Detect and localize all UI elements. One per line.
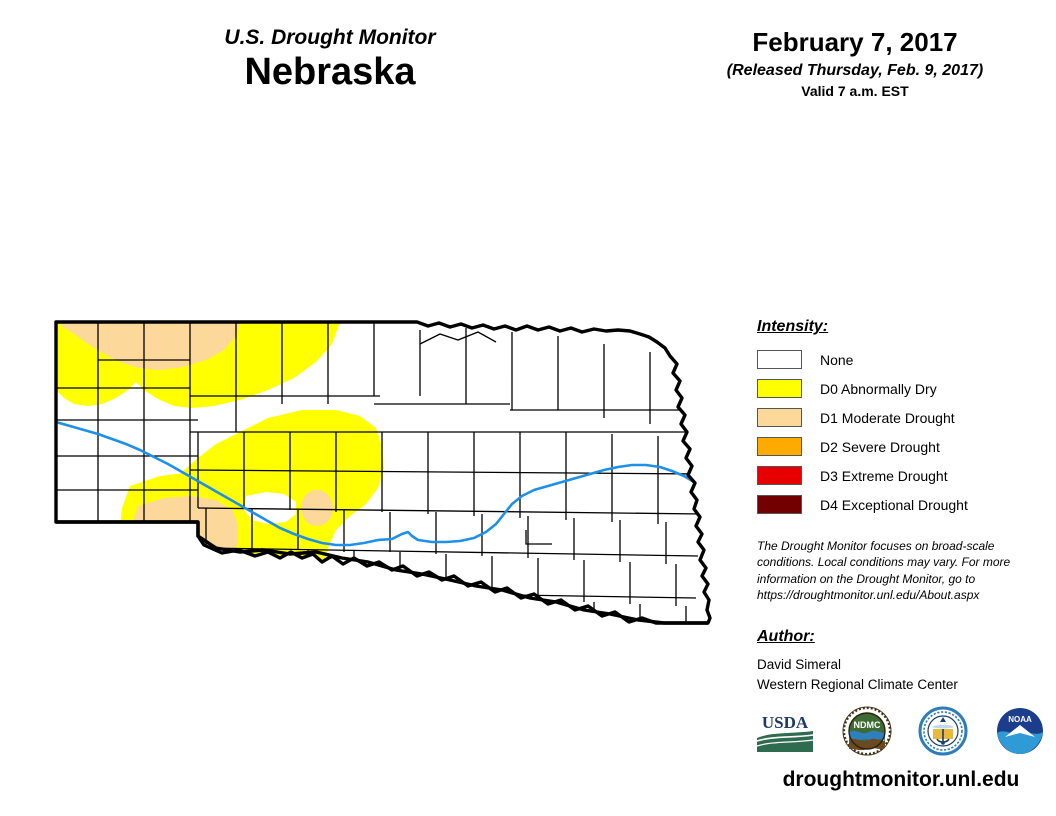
date-block: February 7, 2017 (Released Thursday, Feb…: [690, 27, 1020, 100]
region-d1-northcentral: [92, 322, 240, 367]
legend-swatch-d4: [757, 495, 802, 514]
map-drought-regions: [56, 322, 710, 623]
river-platte: [56, 420, 710, 547]
disclaimer-text: The Drought Monitor focuses on broad-sca…: [757, 539, 1011, 603]
legend-item-none: None: [757, 345, 1037, 374]
county-boundaries: [56, 322, 708, 623]
intensity-legend: Intensity: None D0 Abnormally Dry D1 Mod…: [757, 318, 1037, 519]
state-south-line: [196, 522, 708, 625]
legend-label-d1: D1 Moderate Drought: [820, 409, 955, 426]
legend-swatch-d2: [757, 437, 802, 456]
legend-label-d4: D4 Exceptional Drought: [820, 496, 968, 513]
svg-text:USDA: USDA: [762, 713, 809, 732]
svg-text:NDMC: NDMC: [853, 720, 880, 730]
valid-time: Valid 7 a.m. EST: [801, 83, 909, 100]
legend-label-d3: D3 Extreme Drought: [820, 467, 948, 484]
legend-swatch-none: [757, 350, 802, 369]
map-title-block: U.S. Drought Monitor Nebraska: [0, 26, 660, 95]
region-d1-central-patch: [301, 490, 333, 526]
legend-item-d0: D0 Abnormally Dry: [757, 374, 1037, 403]
author-affiliation: Western Regional Climate Center: [757, 676, 958, 692]
legend-swatch-d0: [757, 379, 802, 398]
region-none-gap-central: [376, 522, 438, 566]
legend-title: Intensity:: [757, 318, 829, 335]
partner-logos: USDA NDMC NOAA: [755, 702, 1045, 760]
state-title: Nebraska: [244, 51, 416, 94]
program-title: U.S. Drought Monitor: [224, 26, 436, 49]
site-url: droughtmonitor.unl.edu: [782, 768, 1020, 791]
author-heading: Author:: [757, 628, 815, 645]
legend-label-d2: D2 Severe Drought: [820, 438, 940, 455]
legend-item-d1: D1 Moderate Drought: [757, 403, 1037, 432]
legend-item-d2: D2 Severe Drought: [757, 432, 1037, 461]
author-block: Author: David Simeral Western Regional C…: [757, 628, 1037, 694]
legend-item-d4: D4 Exceptional Drought: [757, 490, 1037, 519]
svg-text:NOAA: NOAA: [1008, 715, 1032, 724]
region-d1-southwest: [126, 496, 238, 614]
legend-swatch-d1: [757, 408, 802, 427]
usda-logo: USDA: [755, 708, 815, 754]
ndmc-logo: NDMC: [842, 706, 892, 756]
noaa-logo: NOAA: [996, 708, 1043, 754]
legend-label-none: None: [820, 351, 854, 368]
valid-date: February 7, 2017: [752, 27, 958, 57]
author-name: David Simeral: [757, 657, 842, 672]
usdc-seal-logo: [918, 706, 968, 756]
nebraska-drought-map: [40, 300, 740, 645]
legend-swatch-d3: [757, 466, 802, 485]
legend-item-d3: D3 Extreme Drought: [757, 461, 1037, 490]
legend-label-d0: D0 Abnormally Dry: [820, 380, 937, 397]
released-date: (Released Thursday, Feb. 9, 2017): [726, 61, 984, 79]
